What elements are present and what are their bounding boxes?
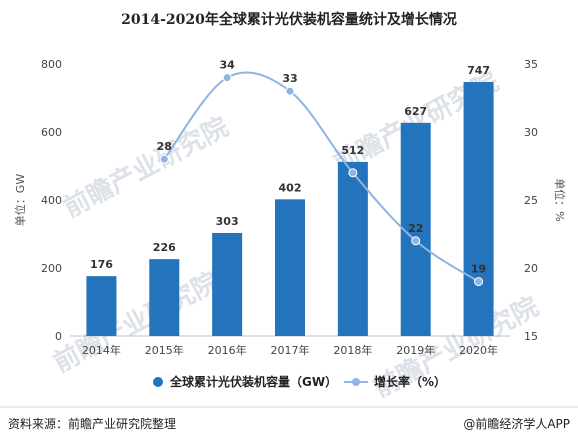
- rate-point: [222, 73, 232, 83]
- x-tick-label: 2016年: [208, 343, 247, 357]
- x-tick-label: 2014年: [82, 343, 121, 357]
- rate-point: [159, 154, 169, 164]
- left-tick-label: 800: [41, 58, 62, 71]
- legend-bar-label: 全球累计光伏装机容量（GW）: [169, 374, 337, 389]
- bar: [400, 122, 431, 336]
- right-tick-label: 35: [524, 58, 538, 71]
- brand-note: @前瞻经济学人APP: [463, 416, 570, 431]
- bar-series: 176 226 303 402 512 627 747: [86, 64, 494, 337]
- rate-point: [285, 86, 295, 96]
- bar: [212, 232, 243, 336]
- right-tick-label: 15: [524, 330, 538, 343]
- legend-bar-marker: [153, 377, 163, 387]
- source-note: 资料来源：前瞻产业研究院整理: [8, 416, 176, 431]
- bar: [86, 276, 117, 336]
- bar-value-label: 627: [404, 105, 427, 118]
- rate-value-label: 22: [408, 222, 423, 235]
- x-tick-label: 2017年: [271, 343, 310, 357]
- left-tick-label: 0: [55, 330, 62, 343]
- bar: [275, 199, 305, 336]
- x-tick-label: 2015年: [145, 343, 184, 357]
- left-tick-label: 600: [41, 126, 62, 139]
- legend-line-dot: [352, 378, 360, 386]
- rate-value-label: 19: [471, 263, 486, 276]
- rate-point: [474, 277, 484, 287]
- watermark-text: 前瞻产业研究院: [48, 266, 223, 379]
- bar: [149, 259, 180, 336]
- right-tick-label: 25: [524, 194, 538, 207]
- rate-value-label: 33: [282, 72, 297, 85]
- right-axis-label: 单位：%: [553, 178, 567, 221]
- bar-value-label: 747: [467, 64, 490, 77]
- rate-series: 28 34 33 22 19: [157, 59, 486, 287]
- bar-value-label: 303: [216, 215, 239, 228]
- left-tick-label: 200: [41, 262, 62, 275]
- rate-value-label: 34: [219, 59, 235, 72]
- left-axis-label: 单位：GW: [13, 174, 27, 227]
- x-tick-label: 2018年: [333, 343, 372, 357]
- chart-title: 2014-2020年全球累计光伏装机容量统计及增长情况: [121, 11, 457, 28]
- bar-value-label: 402: [279, 181, 302, 194]
- x-tick-label: 2019年: [396, 343, 435, 357]
- rate-point: [348, 168, 358, 178]
- bar: [463, 82, 494, 337]
- left-axis: 0 200 400 600 800 单位：GW: [13, 58, 62, 343]
- bar-value-label: 512: [341, 144, 364, 157]
- left-tick-label: 400: [41, 194, 62, 207]
- bar-value-label: 176: [90, 258, 113, 271]
- bar-value-label: 226: [153, 241, 176, 254]
- legend: 全球累计光伏装机容量（GW） 增长率（%）: [153, 374, 446, 389]
- right-axis: 15 20 25 30 35 单位：%: [524, 58, 567, 343]
- watermark-text: 前瞻产业研究院: [58, 111, 233, 224]
- right-tick-label: 20: [524, 262, 538, 275]
- legend-line-label: 增长率（%）: [374, 374, 446, 389]
- rate-value-label: 28: [157, 140, 172, 153]
- right-tick-label: 30: [524, 126, 538, 139]
- x-tick-label: 2020年: [459, 343, 498, 357]
- rate-point: [411, 236, 421, 246]
- bar: [337, 161, 368, 336]
- x-axis: 2014年 2015年 2016年 2017年 2018年 2019年 2020年: [70, 335, 510, 357]
